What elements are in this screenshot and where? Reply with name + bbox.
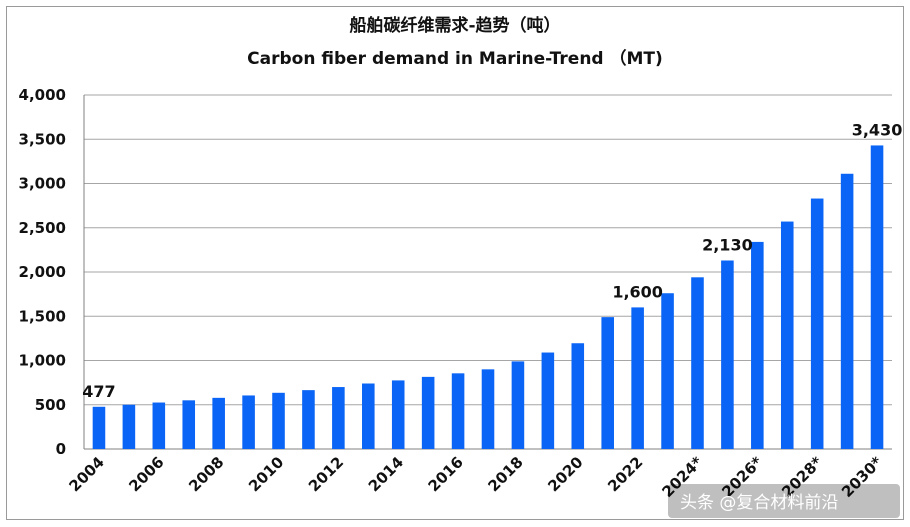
y-axis-ticks: 0 500 1,000 1,500 2,000 2,500 3,000 3,500 4,000 [19, 86, 66, 458]
data-label: 2,130 [702, 235, 753, 254]
bars [92, 145, 884, 449]
y-tick-label: 3,500 [19, 130, 66, 148]
x-tick-label: 2010 [245, 453, 287, 495]
x-tick-label: 2018 [485, 453, 527, 495]
x-tick-label: 2008 [185, 453, 227, 495]
x-tick-label: 2022 [604, 453, 646, 495]
bar-2030 [870, 145, 884, 449]
bar-2004 [92, 406, 106, 449]
data-label: 3,430 [852, 120, 903, 139]
y-tick-label: 2,500 [19, 219, 66, 237]
bar-2029 [840, 173, 854, 449]
x-tick-label: 2014 [365, 453, 407, 495]
bar-2017 [481, 369, 495, 449]
bar-2014 [391, 380, 405, 449]
data-label: 1,600 [612, 282, 663, 301]
bar-2023 [661, 293, 674, 449]
bar-2022 [631, 307, 644, 449]
y-tick-label: 1,500 [19, 307, 66, 325]
bar-2020 [571, 343, 585, 449]
bar-2010 [272, 392, 285, 449]
bar-2015 [421, 376, 435, 449]
bar-2024 [691, 277, 704, 449]
watermark-text: 头条 @复合材料前沿 [680, 493, 838, 513]
y-tick-label: 3,000 [19, 175, 66, 193]
y-tick-label: 4,000 [19, 86, 66, 104]
bar-2012 [332, 387, 345, 449]
y-tick-label: 0 [56, 440, 66, 458]
bar-2006 [152, 402, 166, 449]
data-label: 477 [82, 382, 115, 401]
chart-title: 船舶碳纤维需求-趋势（吨） [349, 15, 560, 36]
x-tick-label: 2004 [66, 453, 108, 495]
bar-2016 [451, 373, 465, 449]
bar-2005 [122, 404, 136, 449]
bar-2009 [242, 395, 255, 449]
data-labels: 477 1,600 2,130 3,430 [82, 120, 902, 400]
y-tick-label: 2,000 [19, 263, 66, 281]
y-tick-label: 1,000 [19, 352, 66, 370]
x-tick-label: 2012 [305, 453, 347, 495]
x-tick-label: 2020 [544, 453, 586, 495]
bar-2008 [212, 397, 225, 449]
bar-2007 [182, 400, 196, 449]
watermark: 头条 @复合材料前沿 [668, 484, 900, 518]
bar-2018 [511, 361, 525, 449]
bar-2021 [601, 317, 614, 449]
chart-subtitle: Carbon fiber demand in Marine-Trend （MT) [247, 48, 663, 69]
bar-2027 [780, 221, 794, 449]
bar-2011 [302, 390, 315, 449]
bar-2019 [541, 352, 555, 449]
y-tick-label: 500 [35, 396, 66, 414]
x-tick-label: 2016 [425, 453, 467, 495]
x-tick-label: 2006 [125, 453, 167, 495]
bar-2028 [810, 198, 824, 449]
bar-2026 [751, 241, 764, 449]
bar-2013 [362, 383, 375, 449]
bar-2025 [721, 260, 734, 449]
